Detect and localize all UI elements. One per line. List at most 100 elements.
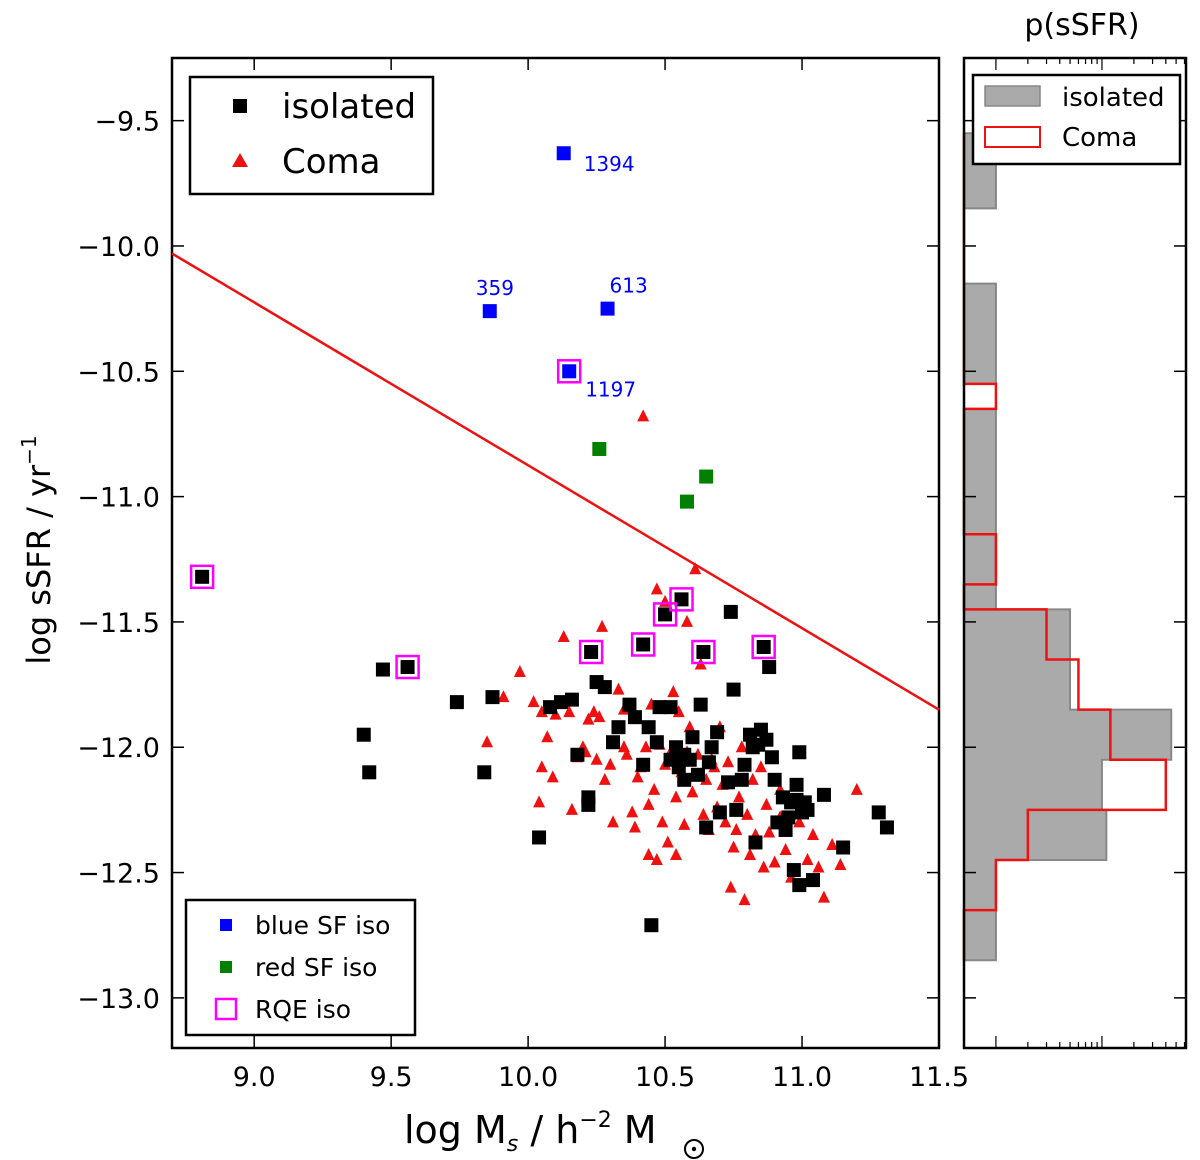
coma-point [741, 807, 754, 820]
coma-point [497, 690, 510, 703]
coma-point [661, 835, 674, 848]
division-line [171, 252, 940, 711]
legend-rqe-label: RQE iso [255, 995, 351, 1024]
coma-point [596, 619, 609, 632]
sun-symbol [684, 1139, 704, 1159]
x-axis-label: log Ms / h−2 M [404, 1108, 657, 1157]
coma-point [535, 760, 548, 773]
coma-point [637, 409, 650, 422]
histogram-legend-isolated-label: isolated [1062, 83, 1165, 113]
isolated-point [778, 822, 793, 837]
isolated-point [663, 700, 678, 715]
isolated-point [737, 757, 752, 772]
blue-sf-iso-point [600, 301, 615, 316]
coma-point [628, 820, 641, 833]
legend-blue-sf-label: blue SF iso [255, 911, 390, 940]
x-tick-label: 10.0 [498, 1062, 558, 1093]
isolated-point [581, 797, 596, 812]
isolated-point [792, 878, 807, 893]
y-tick-label: −12.5 [77, 859, 160, 890]
coma-point [650, 853, 663, 866]
coma-point [604, 757, 617, 770]
coma-point [826, 837, 839, 850]
isolated-point [748, 835, 763, 850]
isolated-point [759, 732, 774, 747]
coma-point [768, 855, 781, 868]
coma-point [730, 822, 743, 835]
isolated-point [879, 820, 894, 835]
isolated-point [723, 604, 738, 619]
coma-point [612, 682, 625, 695]
red-sf-iso-point [679, 494, 694, 509]
coma-point [563, 705, 576, 718]
isolated-point [564, 692, 579, 707]
coma-point [607, 815, 620, 828]
isolated-point [636, 637, 651, 652]
coma-point [678, 817, 691, 830]
isolated-point [756, 639, 771, 654]
coma-point [541, 730, 554, 743]
isolated-point [690, 767, 705, 782]
isolated-point [649, 735, 664, 750]
isolated-point [553, 695, 568, 710]
coma-point [686, 785, 699, 798]
isolated-point [712, 805, 727, 820]
isolated-point [682, 752, 697, 767]
isolated-point [792, 745, 807, 760]
coma-point [620, 747, 633, 760]
rqe-iso-point [556, 359, 582, 384]
isolated-point [871, 805, 886, 820]
isolated-point [606, 735, 621, 750]
legend-isolated-label: isolated [282, 87, 416, 127]
coma-point [801, 853, 814, 866]
isolated-point [400, 660, 415, 675]
point-annotation: 1394 [584, 152, 635, 176]
scatter-points [189, 146, 894, 933]
isolated-point [652, 700, 667, 715]
coma-point [793, 815, 806, 828]
rqe-iso-point [652, 602, 678, 627]
rqe-iso-point [578, 639, 604, 665]
histogram-frame [962, 56, 1188, 1050]
isolated-point [644, 918, 659, 933]
isolated-point [767, 772, 782, 787]
isolated-point [622, 697, 637, 712]
isolated-point [836, 840, 851, 855]
x-axis-label-mid: / h [518, 1108, 579, 1152]
x-tick-label: 10.5 [635, 1062, 695, 1093]
coma-point [738, 893, 751, 906]
coma-point [812, 860, 825, 873]
legend-isolated-marker [233, 99, 247, 113]
rqe-iso-point [395, 654, 420, 680]
histogram-frame-bg [964, 58, 1186, 1048]
coma-point [817, 890, 830, 903]
point-annotation: 1197 [585, 377, 636, 401]
isolated-point [611, 720, 626, 735]
red-sf-iso-point [592, 441, 607, 456]
isolated-point [816, 787, 831, 802]
x-tick-label: 9.0 [233, 1062, 276, 1093]
x-axis-label-main: log M [404, 1108, 507, 1152]
isolated-point [597, 680, 612, 695]
isolated-point [658, 607, 673, 622]
isolated-point [797, 795, 812, 810]
y-tick-label: −11.5 [77, 608, 160, 639]
point-annotations: 1394 359 613 1197 [476, 152, 648, 401]
y-tick-label: −10.5 [77, 357, 160, 388]
coma-point [779, 843, 792, 855]
coma-point [626, 805, 639, 818]
isolated-point [762, 660, 777, 675]
rqe-iso-point [669, 587, 694, 612]
red-sf-iso-point [699, 469, 714, 484]
histogram-legend-coma-label: Coma [1062, 123, 1137, 153]
coma-point [834, 858, 847, 871]
legend-red-sf-marker [220, 961, 232, 973]
isolated-point [729, 802, 744, 817]
coma-point [733, 790, 746, 803]
isolated-point [641, 720, 656, 735]
coma-point [735, 740, 748, 753]
isolated-point [789, 777, 804, 792]
isolated-point [584, 645, 599, 659]
legend-coma-label: Coma [282, 142, 381, 182]
